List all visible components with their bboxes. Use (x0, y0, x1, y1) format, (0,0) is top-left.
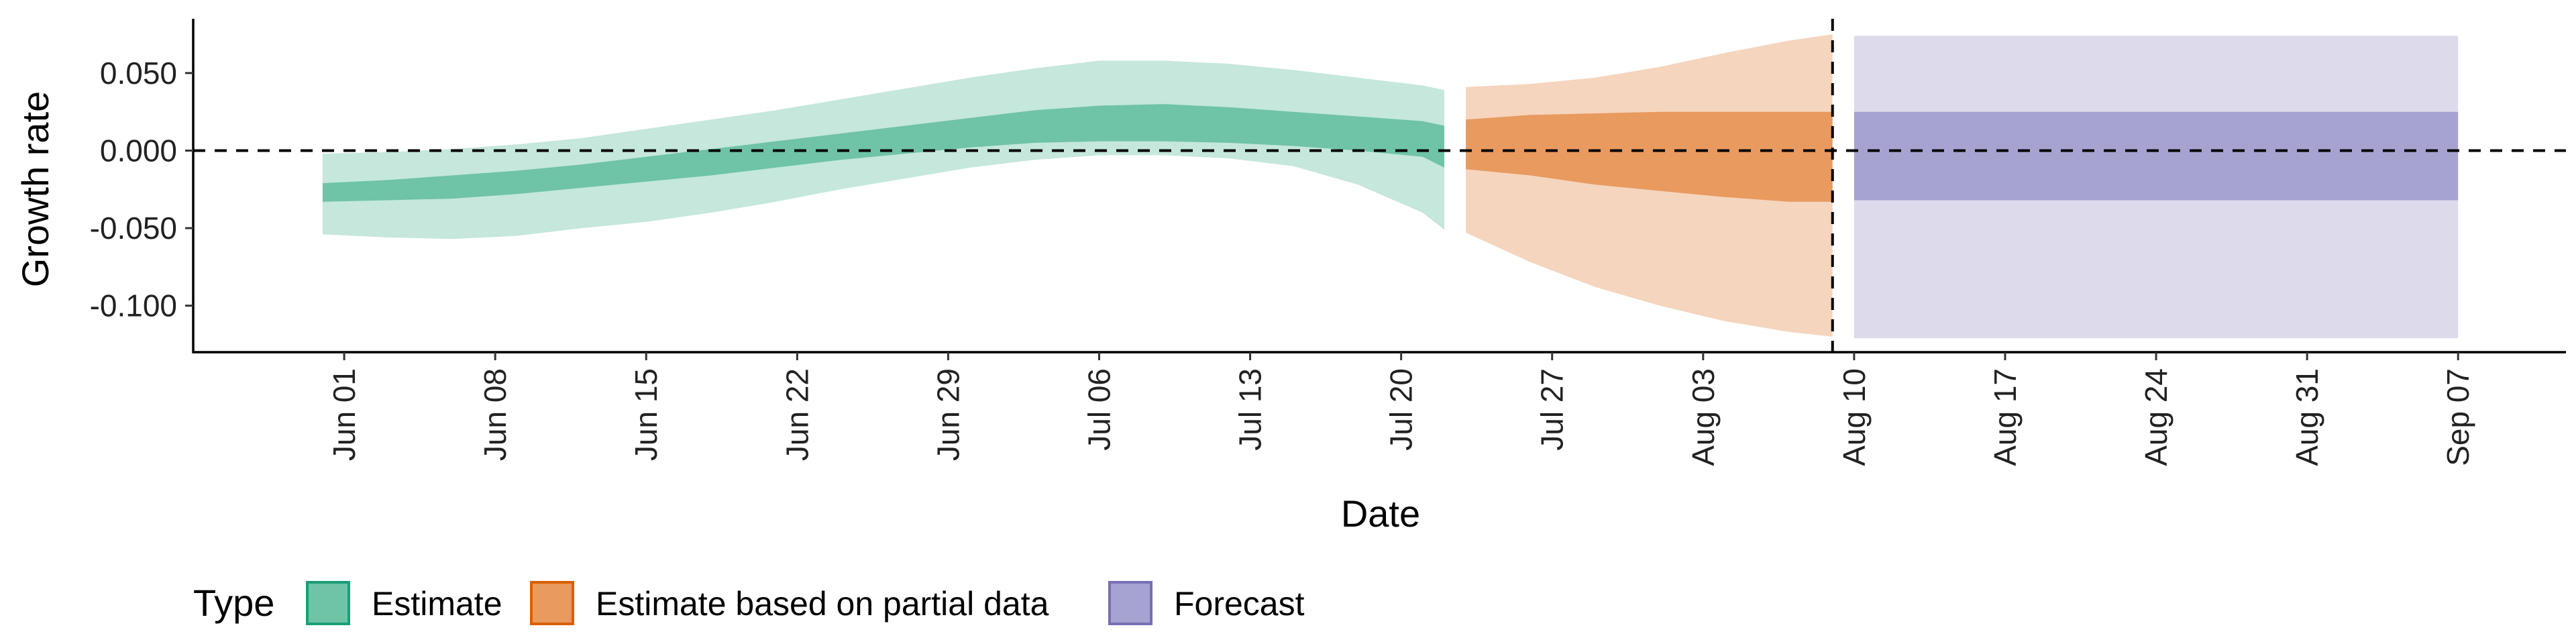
x-tick-label: Jun 08 (478, 368, 513, 461)
reference-lines (193, 19, 2566, 352)
legend-items: Estimate Estimate based on partial data Fo… (306, 581, 1305, 625)
x-tick-label: Jun 22 (780, 368, 814, 461)
y-tick-label: 0.000 (100, 133, 177, 168)
y-axis-title: Growth rate (14, 91, 56, 288)
x-tick-label: Jun 01 (327, 368, 362, 461)
series-bands (322, 34, 2459, 339)
x-tick-label: Aug 31 (2290, 368, 2324, 466)
y-axis-ticks: 0.050 0.000 -0.050 -0.100 (90, 56, 193, 323)
x-tick-label: Jul 06 (1082, 368, 1117, 451)
x-tick-label: Jun 15 (629, 368, 663, 461)
legend-key-forecast (1108, 581, 1152, 625)
legend-label-estimate: Estimate (372, 585, 502, 623)
y-tick-label: -0.100 (90, 288, 177, 323)
x-tick-label: Aug 03 (1686, 368, 1721, 466)
legend-label-forecast: Forecast (1174, 585, 1305, 623)
x-tick-label: Aug 17 (1988, 368, 2023, 466)
legend-key-estimate-based-on-partial-data (530, 581, 574, 625)
x-tick-label: Jul 27 (1535, 368, 1570, 451)
x-tick-label: Jul 20 (1384, 368, 1419, 451)
x-tick-label: Jul 13 (1233, 368, 1268, 451)
legend-label-estimate-based-on-partial-data: Estimate based on partial data (596, 585, 1049, 623)
x-tick-label: Sep 07 (2440, 368, 2475, 466)
y-tick-label: 0.050 (100, 56, 177, 91)
x-tick-label: Aug 10 (1837, 368, 1872, 466)
y-tick-label: -0.050 (90, 211, 177, 246)
band-50-forecast (1854, 111, 2459, 201)
legend-title: Type (193, 582, 274, 624)
band-50-estimate (322, 104, 1444, 202)
x-axis-ticks: Jun 01 Jun 08 Jun 15 Jun 22 Jun 29 Jul 06 Jul … (327, 352, 2475, 466)
x-tick-label: Jun 29 (930, 368, 965, 461)
x-tick-label: Aug 24 (2139, 368, 2174, 466)
band-50-estimate-based-on-partial-data (1466, 111, 1833, 202)
legend: Type Estimate Estimate based on partial d… (193, 581, 1305, 625)
legend-key-estimate (306, 581, 350, 625)
x-axis-title: Date (1341, 492, 1420, 535)
axes (192, 19, 2566, 354)
